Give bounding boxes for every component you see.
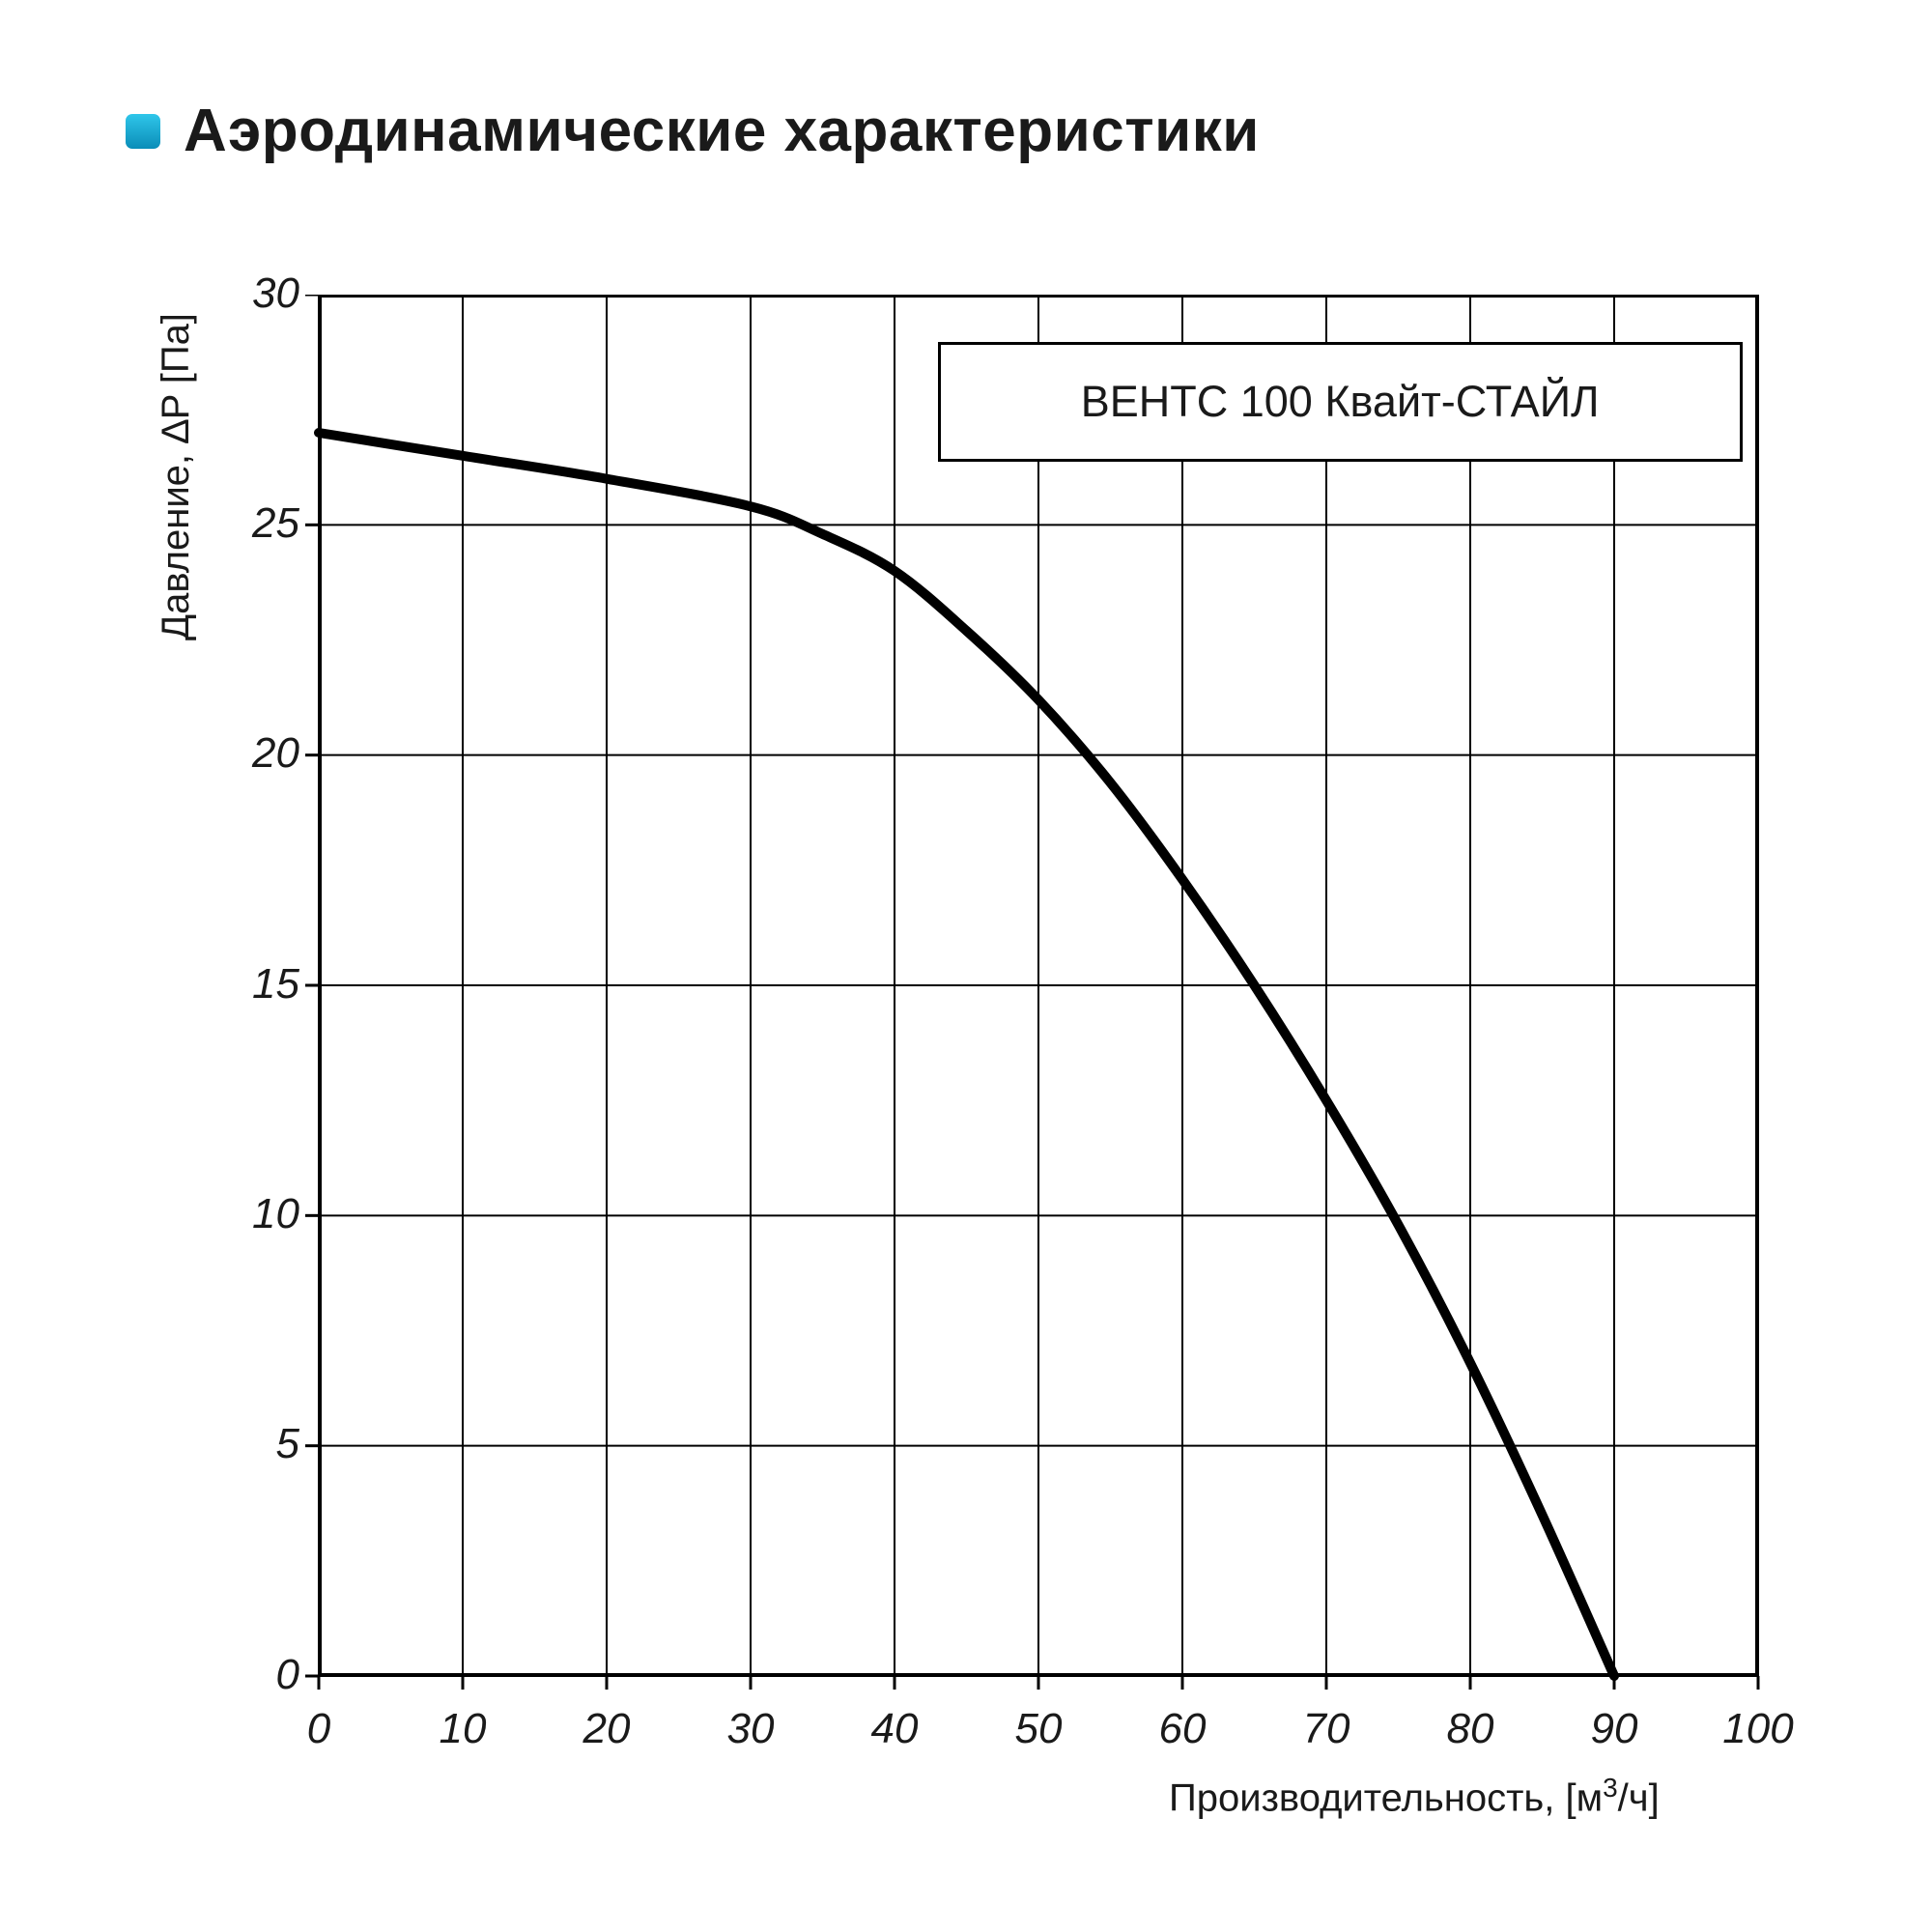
- x-tick-label: 70: [1278, 1705, 1375, 1753]
- chart-svg: [303, 295, 1760, 1693]
- section-heading: Аэродинамические характеристики: [126, 97, 1260, 165]
- y-tick-label: 5: [213, 1420, 299, 1468]
- x-tick-label: 20: [558, 1705, 655, 1753]
- y-tick-label: 25: [213, 499, 299, 548]
- y-tick-label: 10: [213, 1190, 299, 1238]
- legend-label: ВЕНТС 100 Квайт-СТАЙЛ: [1081, 377, 1600, 427]
- y-tick-label: 30: [213, 270, 299, 318]
- x-tick-label: 100: [1710, 1705, 1806, 1753]
- page: Аэродинамические характеристики ВЕНТС 10…: [0, 0, 1932, 1932]
- x-tick-label: 10: [414, 1705, 511, 1753]
- x-axis-label: Производительность, [м3/ч]: [1169, 1773, 1660, 1820]
- x-tick-label: 40: [846, 1705, 943, 1753]
- y-axis-label: Давление, ∆P [Па]: [155, 313, 198, 640]
- heading-text: Аэродинамические характеристики: [184, 97, 1260, 165]
- x-tick-label: 60: [1134, 1705, 1231, 1753]
- chart-legend: ВЕНТС 100 Квайт-СТАЙЛ: [938, 342, 1743, 463]
- x-tick-label: 90: [1566, 1705, 1662, 1753]
- x-tick-label: 0: [270, 1705, 367, 1753]
- x-tick-label: 80: [1422, 1705, 1519, 1753]
- x-tick-label: 30: [702, 1705, 799, 1753]
- x-tick-label: 50: [990, 1705, 1087, 1753]
- y-tick-label: 0: [213, 1651, 299, 1699]
- y-tick-label: 15: [213, 960, 299, 1009]
- bullet-icon: [126, 114, 160, 149]
- y-tick-label: 20: [213, 729, 299, 778]
- aerodynamic-chart: ВЕНТС 100 Квайт-СТАЙЛ: [319, 295, 1758, 1676]
